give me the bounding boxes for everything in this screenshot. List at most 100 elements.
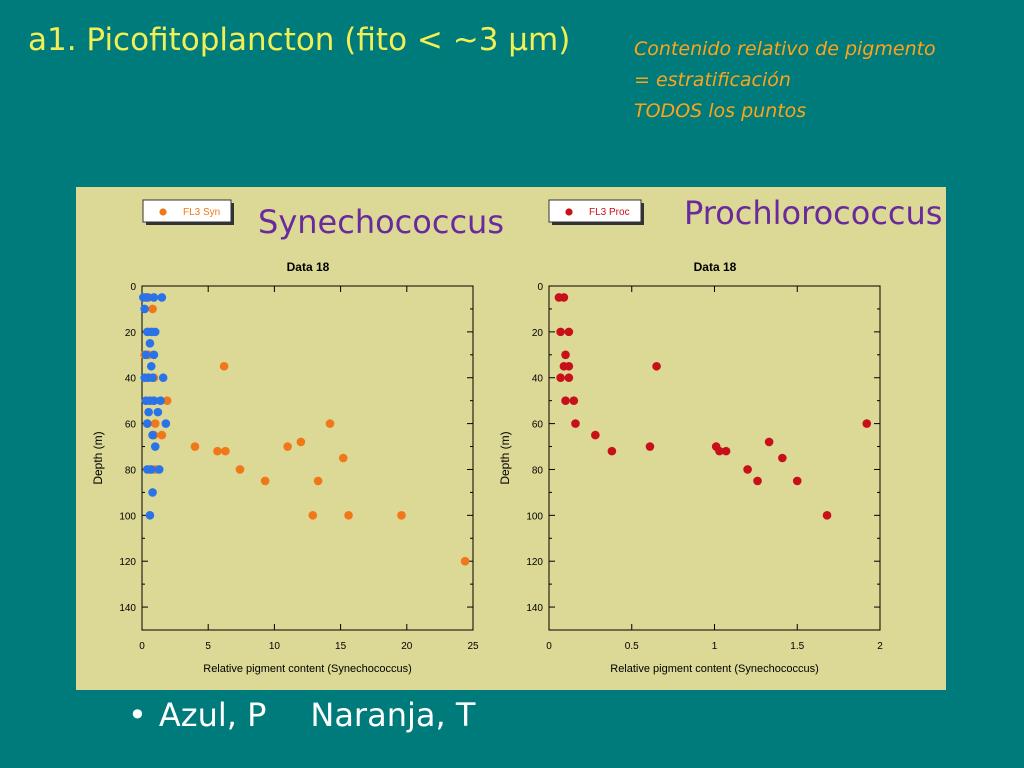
bullet-marker: • — [128, 696, 147, 734]
organism-label: Prochlorococcus — [684, 194, 942, 232]
plot-frame — [141, 285, 474, 631]
x-tick-label: 0 — [546, 641, 552, 652]
data-point — [148, 430, 157, 440]
data-point — [145, 339, 155, 348]
legend-box — [142, 199, 232, 223]
data-point — [862, 419, 872, 428]
y-tick-label: 120 — [526, 557, 543, 568]
data-point — [156, 396, 165, 405]
series-1 — [140, 293, 470, 566]
data-point — [150, 442, 160, 451]
data-point — [460, 556, 470, 566]
chart-title: Data 18 — [694, 260, 737, 274]
chart-title: Data 18 — [287, 260, 330, 274]
data-point — [561, 396, 570, 405]
data-point — [607, 446, 617, 456]
x-tick-label: 2 — [877, 641, 883, 652]
x-tick-label: 0.5 — [625, 641, 639, 652]
data-point — [150, 419, 160, 428]
data-point — [556, 373, 565, 383]
y-tick-label: 140 — [119, 603, 136, 614]
y-tick-label: 60 — [532, 420, 544, 431]
data-point — [564, 373, 574, 383]
y-tick-label: 120 — [119, 557, 136, 568]
data-point — [561, 350, 570, 360]
data-point — [146, 465, 156, 474]
y-tick-label: 0 — [130, 282, 136, 293]
data-point — [822, 511, 832, 520]
data-point — [150, 327, 160, 337]
y-tick-label: 0 — [537, 282, 543, 293]
bullet-item-blue: Azul, P — [158, 696, 267, 734]
data-point — [564, 361, 574, 371]
note-line: Contenido relativo de pigmento — [634, 38, 936, 60]
legend-label: FL3 Proc — [589, 207, 630, 218]
x-tick-label: 0 — [139, 641, 145, 652]
data-point — [149, 396, 159, 405]
y-axis-label: Depth (m) — [498, 431, 512, 484]
data-point — [645, 442, 655, 451]
data-point — [157, 430, 167, 440]
data-point — [325, 419, 335, 428]
data-point — [141, 350, 151, 360]
data-point — [564, 327, 574, 337]
x-tick-label: 20 — [401, 641, 413, 652]
data-point — [149, 293, 159, 302]
data-point — [753, 476, 762, 486]
data-point — [559, 293, 569, 302]
data-point — [313, 476, 323, 486]
plot-frame — [548, 285, 881, 631]
note-line: TODOS los puntos — [634, 100, 807, 122]
x-tick-label: 25 — [467, 641, 479, 652]
y-tick-label: 20 — [532, 328, 544, 339]
y-tick-label: 100 — [526, 511, 543, 522]
data-point — [146, 361, 156, 371]
data-point — [148, 304, 157, 314]
data-point — [161, 419, 171, 428]
data-point — [142, 419, 152, 428]
data-point — [764, 437, 774, 447]
slide-title: a1. Picofitoplancton (fito < ~3 µm) — [28, 22, 571, 58]
slide-note: Contenido relativo de pigmento = estrati… — [634, 34, 936, 127]
data-point — [219, 361, 229, 371]
data-point — [778, 453, 787, 463]
data-point — [157, 293, 167, 302]
data-point — [338, 453, 348, 463]
data-point — [142, 293, 152, 302]
y-tick-label: 40 — [125, 374, 137, 385]
data-point — [792, 476, 802, 486]
data-point — [569, 396, 579, 405]
data-point — [190, 442, 200, 451]
y-axis-label: Depth (m) — [91, 431, 105, 484]
y-tick-label: 20 — [125, 328, 137, 339]
series-2 — [139, 293, 171, 520]
legend-label: FL3 Syn — [183, 207, 220, 218]
data-point — [235, 465, 245, 474]
x-tick-label: 1.5 — [790, 641, 804, 652]
data-point — [144, 407, 153, 417]
data-point — [162, 396, 172, 405]
data-point — [308, 511, 318, 520]
x-tick-label: 1 — [712, 641, 718, 652]
x-tick-label: 10 — [269, 641, 281, 652]
data-point — [149, 350, 159, 360]
y-tick-label: 60 — [125, 420, 137, 431]
y-tick-label: 40 — [532, 374, 544, 385]
data-point — [213, 446, 222, 456]
data-point — [591, 430, 600, 440]
data-point — [145, 511, 155, 520]
data-point — [721, 446, 731, 456]
y-tick-label: 80 — [532, 465, 544, 476]
legend: FL3 Proc — [548, 199, 644, 225]
chart-2: 0 20 40 60 80 100 120 140 0 0.5 1 1.5 2 Relative pigm… — [498, 194, 942, 675]
x-tick-label: 5 — [205, 641, 211, 652]
data-point — [743, 465, 752, 474]
y-tick-label: 80 — [125, 465, 137, 476]
data-point — [715, 446, 724, 456]
y-tick-label: 100 — [119, 511, 136, 522]
data-point — [154, 465, 164, 474]
x-axis-label: Relative pigment content (Synechococcus) — [610, 663, 819, 675]
bullet-item-orange: Naranja, T — [310, 696, 476, 734]
data-point — [148, 488, 157, 497]
